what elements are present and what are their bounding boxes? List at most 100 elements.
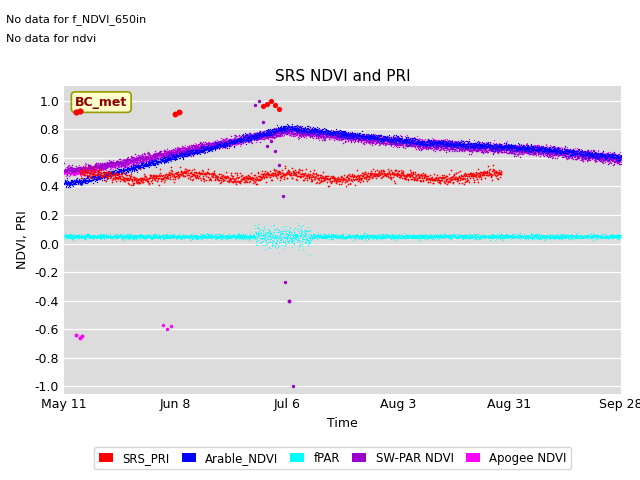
Point [545, 141, 556, 149]
Point [116, 170, 126, 178]
Point [456, 174, 467, 182]
Point [170, 175, 180, 183]
Point [595, 156, 605, 163]
Point [370, 133, 380, 141]
Point [495, 145, 506, 153]
Point [98, 165, 108, 172]
Point [369, 133, 379, 141]
Point [349, 133, 359, 141]
Point [275, 249, 285, 257]
Point [252, 237, 262, 245]
Point [326, 130, 337, 138]
Point [90, 164, 100, 171]
Point [406, 233, 416, 241]
Point [290, 127, 300, 135]
Point [422, 138, 432, 146]
Point [149, 232, 159, 240]
Point [356, 128, 367, 135]
Point [554, 146, 564, 154]
Point [380, 139, 390, 147]
Point [100, 168, 111, 176]
Point [99, 171, 109, 179]
Point [287, 237, 297, 244]
Point [168, 148, 178, 156]
Point [174, 232, 184, 240]
Point [361, 175, 371, 182]
Point [140, 155, 150, 162]
Point [468, 233, 478, 241]
Point [152, 172, 163, 180]
Point [530, 142, 540, 149]
Point [436, 138, 446, 146]
Point [128, 153, 138, 161]
Point [342, 131, 352, 138]
Point [438, 139, 448, 146]
Point [117, 231, 127, 239]
Point [235, 134, 245, 142]
Point [342, 171, 353, 179]
Point [431, 176, 442, 183]
Point [258, 170, 268, 178]
Point [309, 124, 319, 132]
Point [421, 234, 431, 241]
Point [204, 144, 214, 152]
Point [305, 128, 315, 136]
Point [81, 231, 91, 239]
Point [566, 232, 576, 240]
Point [423, 142, 433, 150]
Point [512, 144, 522, 152]
Point [88, 231, 99, 239]
Point [87, 170, 97, 178]
Point [435, 142, 445, 150]
Point [324, 133, 334, 141]
Point [337, 131, 347, 139]
Point [68, 165, 78, 172]
Point [136, 156, 147, 163]
Point [550, 154, 561, 161]
Point [200, 144, 211, 151]
Point [387, 136, 397, 144]
Point [447, 145, 457, 153]
Point [161, 154, 171, 161]
Point [607, 154, 618, 162]
Point [385, 134, 395, 142]
Point [72, 178, 82, 185]
Point [514, 233, 524, 241]
Point [283, 122, 293, 130]
Point [389, 233, 399, 240]
Point [227, 232, 237, 240]
Point [454, 142, 464, 150]
Point [141, 234, 151, 242]
Point [154, 233, 164, 241]
Point [308, 128, 318, 135]
Point [189, 150, 200, 157]
Point [97, 163, 107, 171]
Point [259, 173, 269, 181]
Point [323, 232, 333, 240]
Point [193, 174, 204, 181]
Point [484, 140, 494, 147]
Point [518, 145, 528, 153]
Point [381, 231, 391, 239]
Point [204, 233, 214, 240]
Point [592, 232, 602, 240]
Point [321, 130, 332, 138]
Point [170, 155, 180, 163]
Point [317, 134, 328, 142]
Point [179, 231, 189, 239]
Point [372, 132, 382, 140]
Point [422, 138, 432, 145]
Point [291, 125, 301, 132]
Point [482, 148, 492, 156]
Point [84, 172, 95, 180]
Point [504, 144, 515, 151]
Point [333, 175, 344, 183]
Point [612, 231, 622, 239]
Point [417, 231, 427, 239]
Point [452, 138, 463, 145]
Point [192, 146, 202, 154]
Point [360, 232, 370, 240]
Point [465, 142, 475, 150]
Point [216, 141, 227, 148]
Point [522, 231, 532, 239]
